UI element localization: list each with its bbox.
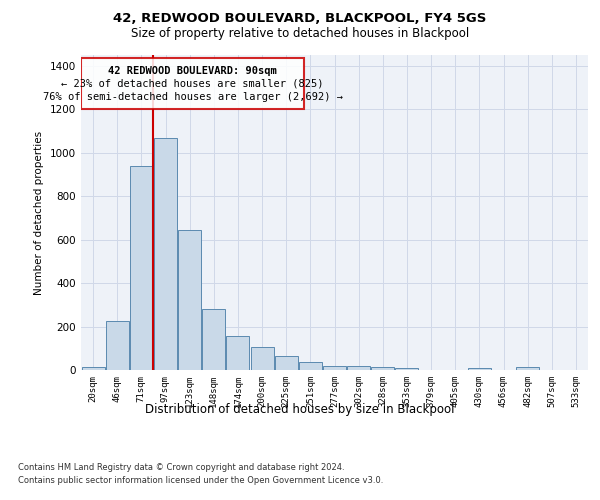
Text: 76% of semi-detached houses are larger (2,692) →: 76% of semi-detached houses are larger (…: [43, 92, 343, 102]
Y-axis label: Number of detached properties: Number of detached properties: [34, 130, 44, 294]
Bar: [299, 362, 322, 370]
Bar: [82, 366, 104, 370]
Bar: [323, 366, 346, 370]
Text: Contains HM Land Registry data © Crown copyright and database right 2024.: Contains HM Land Registry data © Crown c…: [18, 462, 344, 471]
Text: 42 REDWOOD BOULEVARD: 90sqm: 42 REDWOOD BOULEVARD: 90sqm: [108, 66, 277, 76]
Bar: [82, 58, 304, 110]
Bar: [251, 347, 274, 370]
Bar: [154, 138, 177, 370]
Bar: [202, 309, 225, 370]
Bar: [226, 336, 250, 370]
Bar: [468, 368, 491, 370]
Bar: [178, 230, 201, 370]
Bar: [395, 368, 418, 370]
Bar: [347, 366, 370, 370]
Bar: [130, 166, 153, 370]
Bar: [106, 321, 128, 370]
Text: Distribution of detached houses by size in Blackpool: Distribution of detached houses by size …: [145, 402, 455, 415]
Text: Contains public sector information licensed under the Open Government Licence v3: Contains public sector information licen…: [18, 476, 383, 485]
Bar: [275, 356, 298, 370]
Text: ← 23% of detached houses are smaller (825): ← 23% of detached houses are smaller (82…: [61, 79, 324, 89]
Text: 42, REDWOOD BOULEVARD, BLACKPOOL, FY4 5GS: 42, REDWOOD BOULEVARD, BLACKPOOL, FY4 5G…: [113, 12, 487, 26]
Bar: [516, 366, 539, 370]
Bar: [371, 366, 394, 370]
Text: Size of property relative to detached houses in Blackpool: Size of property relative to detached ho…: [131, 28, 469, 40]
